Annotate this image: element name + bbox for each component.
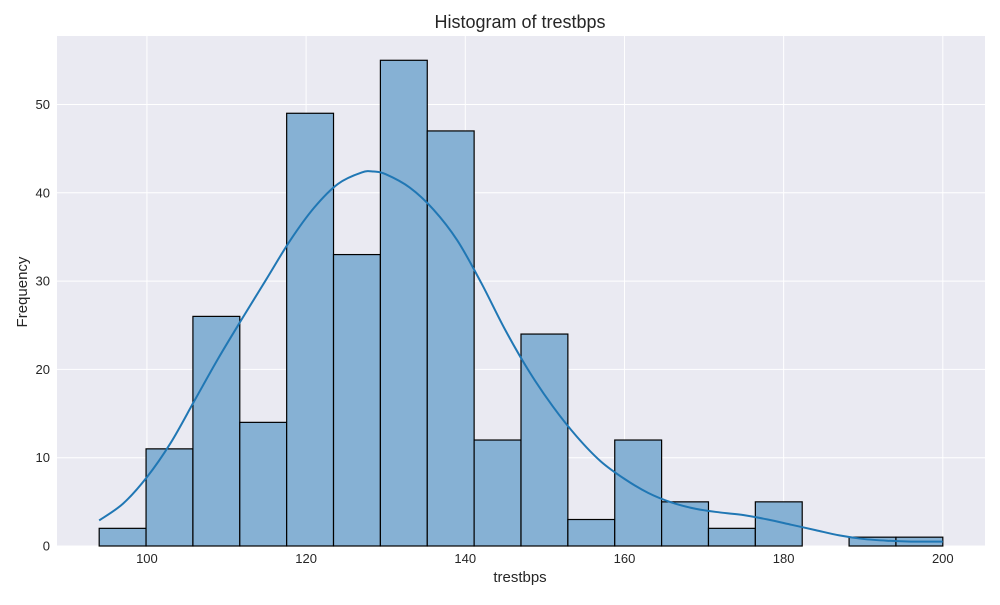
x-tick-label: 160 <box>614 551 636 566</box>
histogram-bar <box>98 527 147 547</box>
y-tick-label: 30 <box>36 274 50 289</box>
histogram-bar <box>567 518 616 547</box>
x-tick-label: 100 <box>136 551 158 566</box>
y-tick-labels: 0 10 20 30 40 50 <box>36 97 50 554</box>
y-tick-label: 0 <box>43 539 50 554</box>
histogram-bar <box>754 501 803 547</box>
histogram-bar <box>145 448 194 547</box>
histogram-bar <box>614 439 663 547</box>
y-axis-label: Frequency <box>14 256 31 327</box>
x-tick-label: 140 <box>454 551 476 566</box>
x-axis-label: trestbps <box>493 569 546 586</box>
histogram-bar <box>520 333 569 547</box>
histogram-bar <box>332 253 381 547</box>
histogram-bar <box>473 439 522 547</box>
histogram-bar <box>192 315 241 547</box>
x-tick-label: 180 <box>773 551 795 566</box>
histogram-bar <box>707 527 756 547</box>
histogram-bars <box>98 59 944 547</box>
kde-curve <box>98 170 943 543</box>
histogram-bar <box>239 421 288 547</box>
x-tick-label: 120 <box>295 551 317 566</box>
histogram-bar <box>379 59 428 547</box>
x-tick-labels: 100 120 140 160 180 200 <box>136 551 954 566</box>
y-tick-label: 10 <box>36 450 50 465</box>
y-tick-label: 50 <box>36 97 50 112</box>
histogram-bar <box>426 130 475 547</box>
x-tick-label: 200 <box>932 551 954 566</box>
histogram-bar <box>286 112 335 547</box>
chart-title: Histogram of trestbps <box>434 12 605 32</box>
histogram-bar <box>661 501 710 547</box>
kde-curve-layer <box>98 170 943 543</box>
y-tick-label: 20 <box>36 362 50 377</box>
y-tick-label: 40 <box>36 185 50 200</box>
